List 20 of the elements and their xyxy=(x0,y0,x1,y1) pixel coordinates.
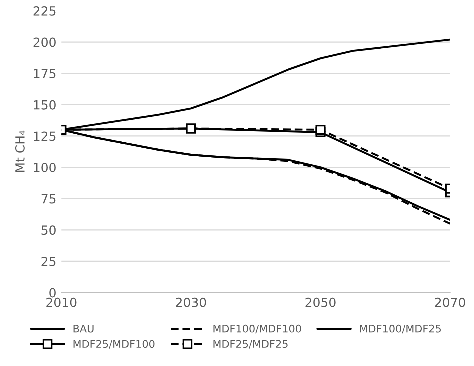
legend-label: BAU xyxy=(74,325,94,333)
y-tick-label: 0 xyxy=(50,288,56,298)
x-tick-label: 2030 xyxy=(176,298,206,308)
y-tick-label: 175 xyxy=(34,69,56,79)
y-tick-label: 225 xyxy=(34,6,56,16)
y-tick-label: 50 xyxy=(42,226,56,236)
y-tick-label: 100 xyxy=(34,163,56,172)
y-axis-title: Mt CH₄ xyxy=(15,130,25,172)
legend-label: MDF100/MDF100 xyxy=(214,324,302,334)
x-tick-label: 2010 xyxy=(46,298,77,308)
y-tick-label: 125 xyxy=(34,132,56,142)
y-tick-label: 150 xyxy=(34,100,56,110)
legend-label: MDF25/MDF100 xyxy=(74,340,155,349)
y-tick-label: 200 xyxy=(34,38,56,48)
x-tick-label: 2050 xyxy=(306,298,336,308)
legend-label: MDF100/MDF25 xyxy=(360,324,442,334)
y-tick-label: 25 xyxy=(42,256,56,266)
x-tick-label: 2070 xyxy=(435,298,466,308)
legend-label: MDF25/MDF25 xyxy=(214,340,288,349)
y-tick-label: 75 xyxy=(42,194,56,204)
